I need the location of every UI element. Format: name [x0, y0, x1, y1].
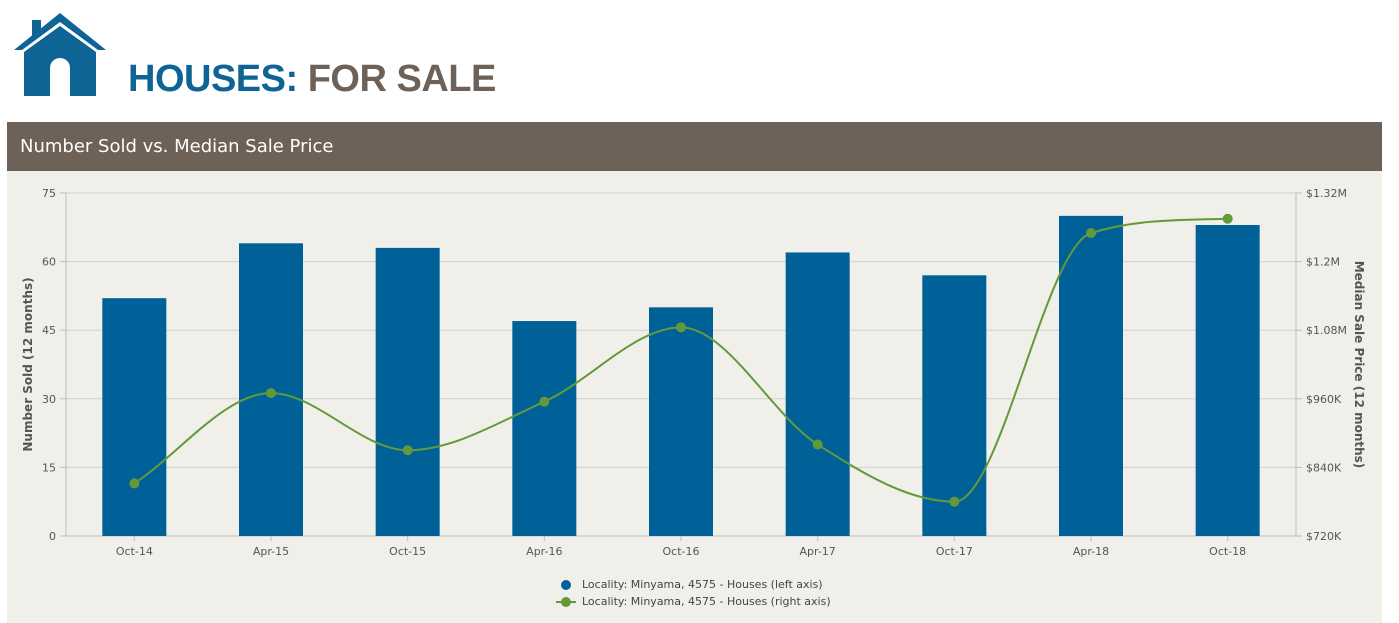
left-axis-tick-label: 75: [42, 187, 56, 200]
x-axis-tick-label: Apr-15: [253, 545, 289, 558]
bar-apr-18: [1059, 215, 1123, 536]
line-point-oct-14: [129, 478, 140, 489]
bar-apr-17: [785, 252, 850, 536]
line-point-apr-17: [812, 439, 823, 450]
x-axis-tick-label: Apr-16: [526, 545, 562, 558]
line-point-oct-16: [676, 322, 686, 333]
right-axis-tick-label: $960K: [1306, 393, 1342, 406]
left-axis-tick-label: 15: [42, 461, 56, 474]
bar-oct-17: [922, 275, 987, 536]
house-icon: [14, 13, 106, 96]
brand-header: HOUSES: FOR SALE: [0, 0, 1399, 120]
bar-oct-15: [375, 247, 440, 536]
left-axis-tick-label: 60: [42, 256, 56, 269]
line-point-apr-15: [266, 388, 276, 399]
bar-apr-16: [512, 321, 577, 536]
right-axis-title: Median Sale Price (12 months): [1352, 261, 1366, 469]
chart-panel-header: Number Sold vs. Median Sale Price: [7, 122, 1382, 171]
brand-title: HOUSES: FOR SALE: [128, 58, 496, 101]
x-axis-tick-label: Oct-18: [1209, 545, 1246, 558]
line-point-apr-16: [539, 396, 550, 407]
line-point-oct-17: [949, 496, 960, 507]
x-axis-tick-label: Oct-15: [389, 545, 426, 558]
chart-legend: Locality: Minyama, 4575 - Houses (left a…: [556, 576, 831, 610]
legend-label-right-axis: Locality: Minyama, 4575 - Houses (right …: [582, 595, 831, 608]
left-axis-tick-label: 0: [49, 530, 56, 543]
right-axis-tick-label: $1.2M: [1306, 256, 1340, 269]
legend-label-left-axis: Locality: Minyama, 4575 - Houses (left a…: [582, 578, 823, 591]
left-axis-tick-label: 45: [42, 324, 56, 337]
line-point-oct-15: [402, 445, 413, 456]
brand-title-for-sale: FOR SALE: [307, 58, 497, 100]
right-axis-tick-label: $1.08M: [1306, 324, 1347, 337]
x-axis-tick-label: Oct-17: [936, 545, 973, 558]
right-axis-tick-label: $1.32M: [1306, 187, 1347, 200]
x-axis-tick-label: Apr-18: [1073, 545, 1109, 558]
left-axis-tick-label: 30: [42, 393, 56, 406]
right-axis-tick-label: $720K: [1306, 530, 1342, 543]
chart-panel-title: Number Sold vs. Median Sale Price: [20, 136, 334, 157]
legend-item-line[interactable]: Locality: Minyama, 4575 - Houses (right …: [556, 593, 831, 610]
median-price-line: [133, 217, 1228, 503]
bar-oct-18: [1195, 225, 1260, 536]
x-axis-tick-label: Apr-17: [800, 545, 836, 558]
line-point-oct-18: [1222, 213, 1233, 224]
x-axis-tick-label: Oct-16: [663, 545, 700, 558]
brand-title-houses: HOUSES:: [128, 58, 298, 100]
line-point-apr-18: [1086, 228, 1096, 239]
legend-item-bars[interactable]: Locality: Minyama, 4575 - Houses (left a…: [556, 576, 831, 593]
bar-oct-14: [102, 298, 167, 536]
legend-line-marker: [556, 596, 576, 608]
x-axis-tick-label: Oct-14: [116, 545, 153, 558]
legend-bar-marker: [556, 579, 576, 591]
right-axis-tick-label: $840K: [1306, 461, 1342, 474]
bar-oct-16: [649, 307, 713, 536]
left-axis-title: Number Sold (12 months): [21, 277, 35, 451]
